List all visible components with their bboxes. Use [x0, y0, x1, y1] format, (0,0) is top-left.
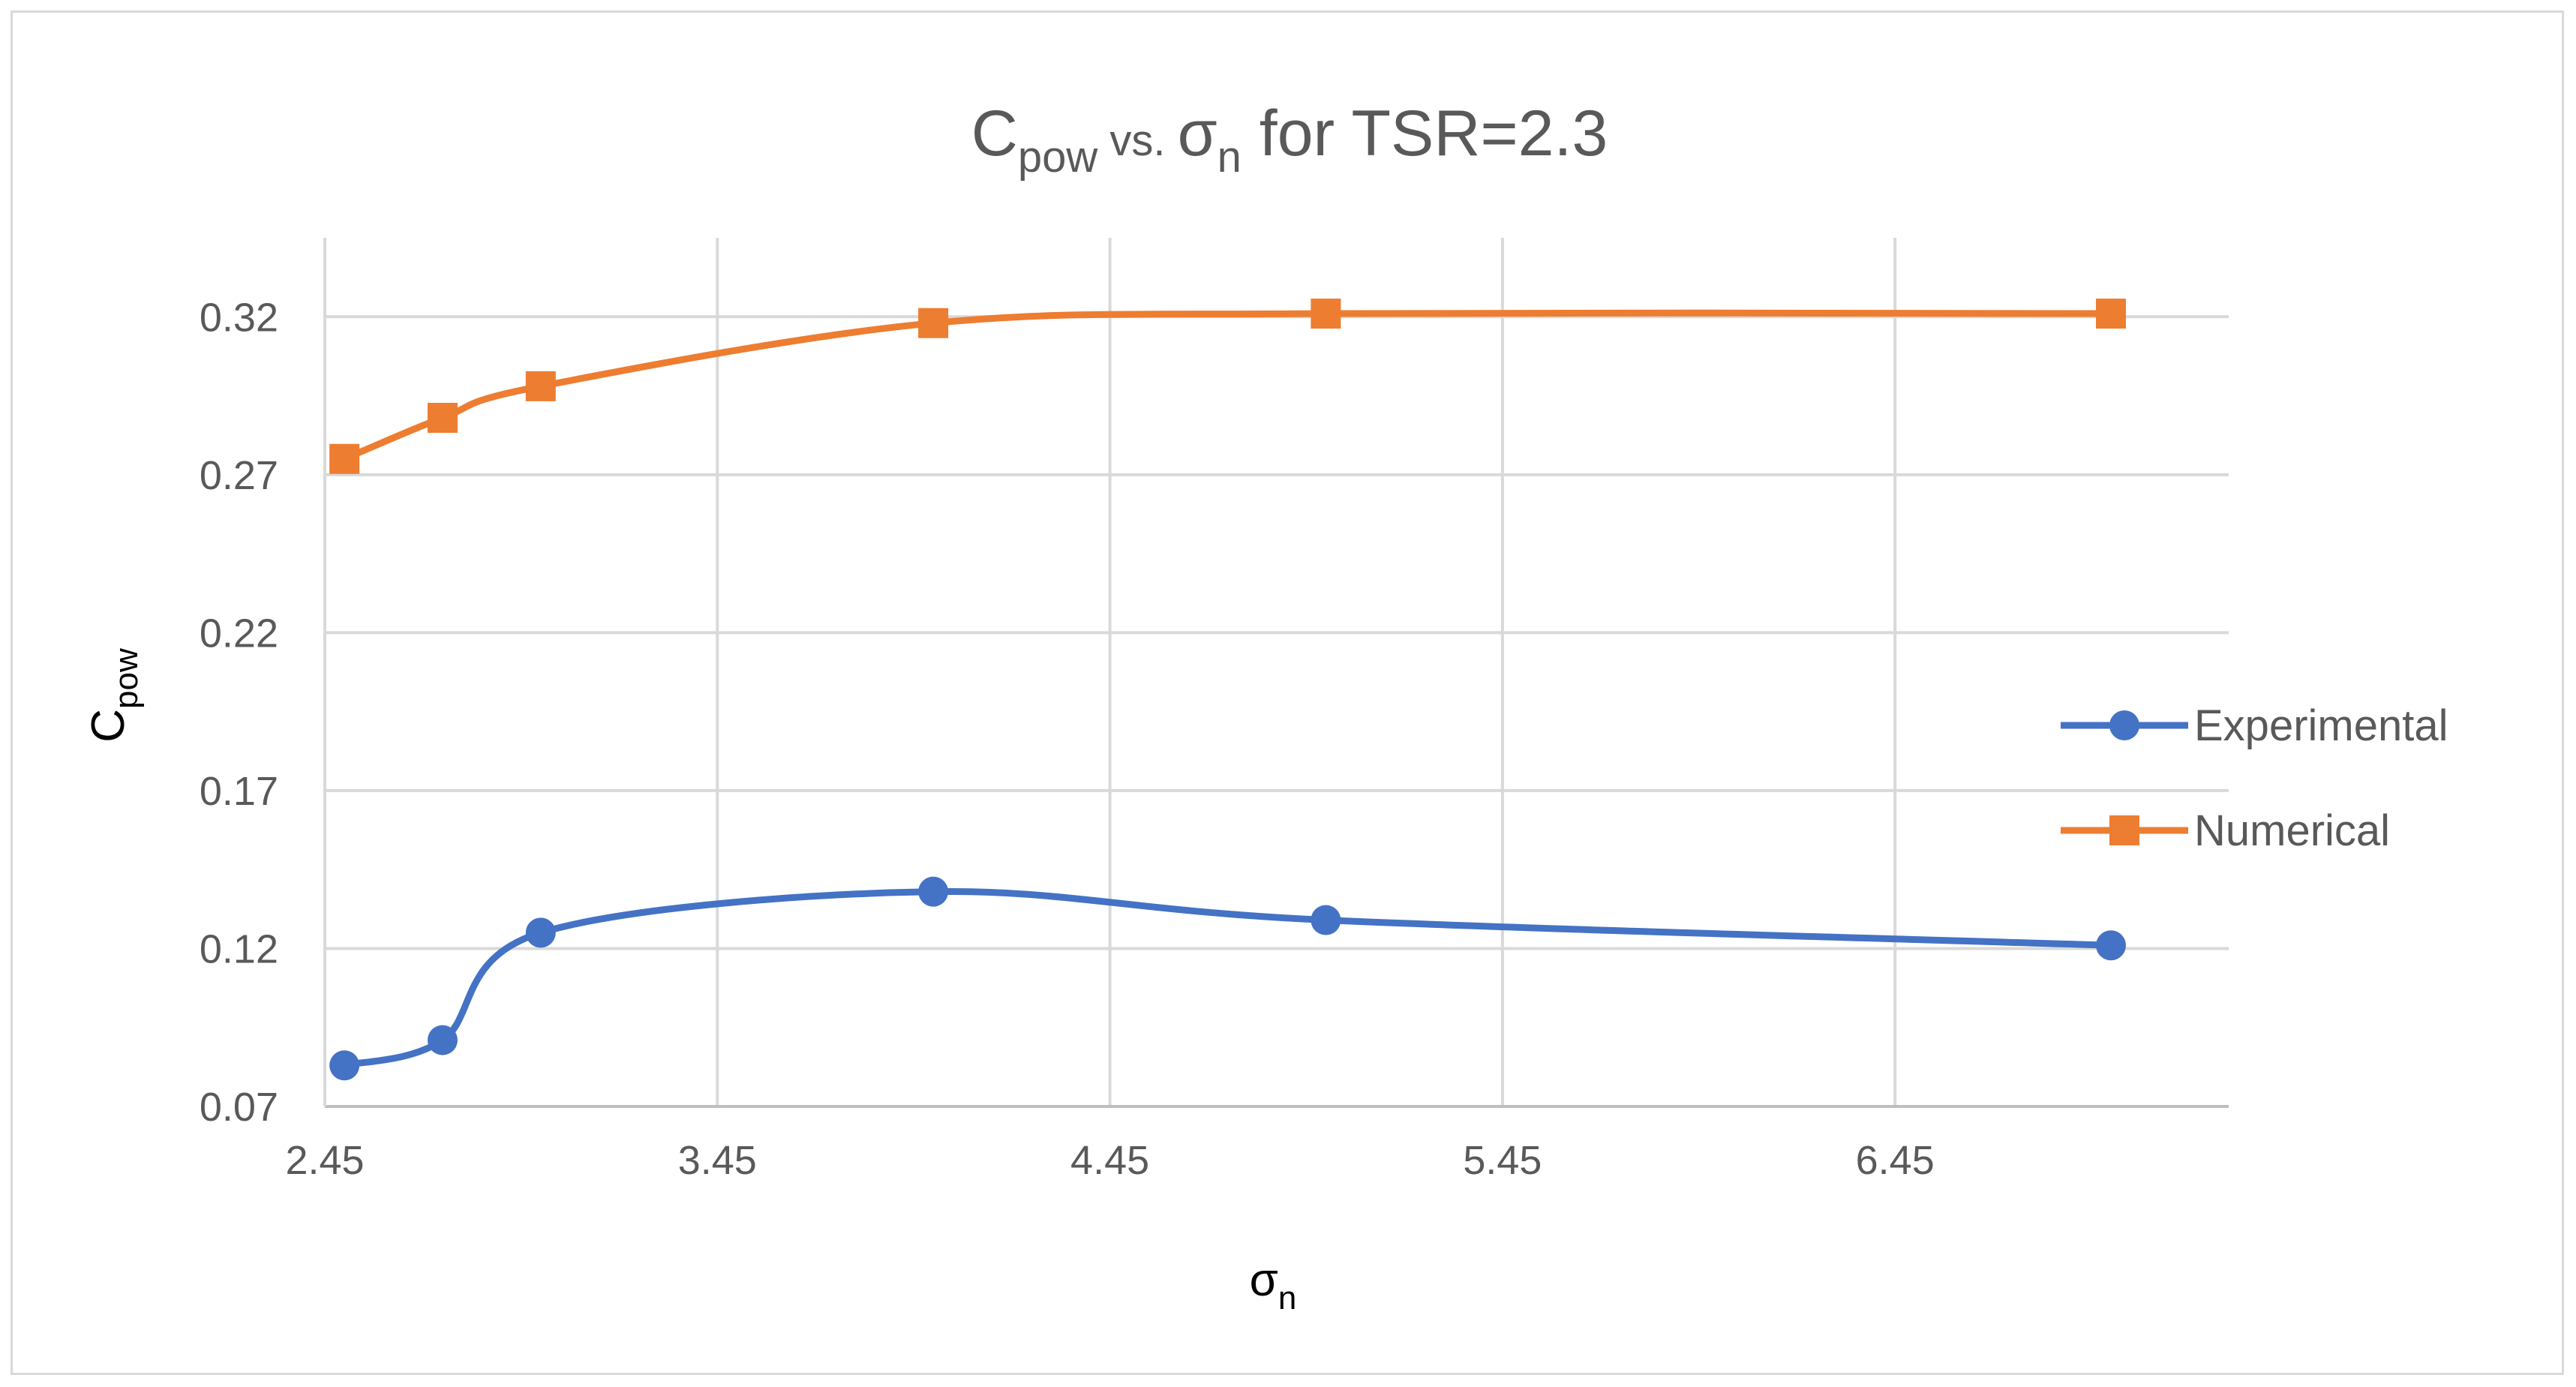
experimental-data-point	[918, 876, 949, 907]
experimental-legend-label: Experimental	[2194, 701, 2448, 750]
experimental-data-point	[1311, 905, 1341, 935]
chart-title: Cpow vs. σn for TSR=2.3	[971, 98, 1608, 182]
y-axis-title: Cpow	[83, 648, 145, 743]
experimental-data-point	[525, 917, 556, 948]
axis-layer	[323, 238, 2229, 1108]
y-tick-label: 0.07	[200, 1085, 278, 1130]
numerical-data-point	[525, 371, 556, 401]
x-tick-label: 6.45	[1856, 1138, 1935, 1183]
chart-svg: 0.07 0.12 0.17 0.22 0.27 0.32 2.45 3.45 4.45 5.45…	[83, 98, 2448, 1316]
grid-layer	[325, 238, 2229, 1106]
experimental-data-point	[427, 1025, 458, 1055]
chart-frame: 0.07 0.12 0.17 0.22 0.27 0.32 2.45 3.45 4.45 5.45…	[11, 11, 2564, 1375]
tick-layer: 0.07 0.12 0.17 0.22 0.27 0.32 2.45 3.45 4.45 5.45…	[200, 295, 1935, 1183]
numerical-legend-marker	[2109, 815, 2139, 845]
experimental-legend-marker	[2109, 710, 2139, 740]
numerical-data-point	[329, 443, 360, 474]
experimental-series-line	[341, 887, 2115, 1069]
x-tick-label: 2.45	[285, 1138, 364, 1183]
x-axis-title: σn	[1250, 1254, 1297, 1316]
numerical-data-point	[427, 403, 458, 434]
numerical-data-point	[918, 308, 949, 338]
y-tick-label: 0.32	[200, 295, 278, 340]
experimental-data-point	[2096, 930, 2127, 961]
numerical-legend-label: Numerical	[2194, 806, 2390, 855]
x-tick-label: 4.45	[1070, 1138, 1149, 1183]
y-tick-label: 0.12	[200, 926, 278, 971]
numerical-data-point	[1311, 299, 1341, 329]
series-layer	[329, 299, 2127, 1081]
experimental-data-point	[329, 1050, 360, 1081]
legend: Experimental Numerical	[2061, 701, 2448, 855]
numerical-data-point	[2096, 299, 2127, 329]
y-tick-label: 0.17	[200, 769, 278, 814]
x-tick-label: 5.45	[1463, 1138, 1542, 1183]
x-tick-label: 3.45	[678, 1138, 757, 1183]
y-tick-label: 0.27	[200, 453, 278, 498]
numerical-series-line	[341, 309, 2115, 463]
y-tick-label: 0.22	[200, 611, 278, 656]
